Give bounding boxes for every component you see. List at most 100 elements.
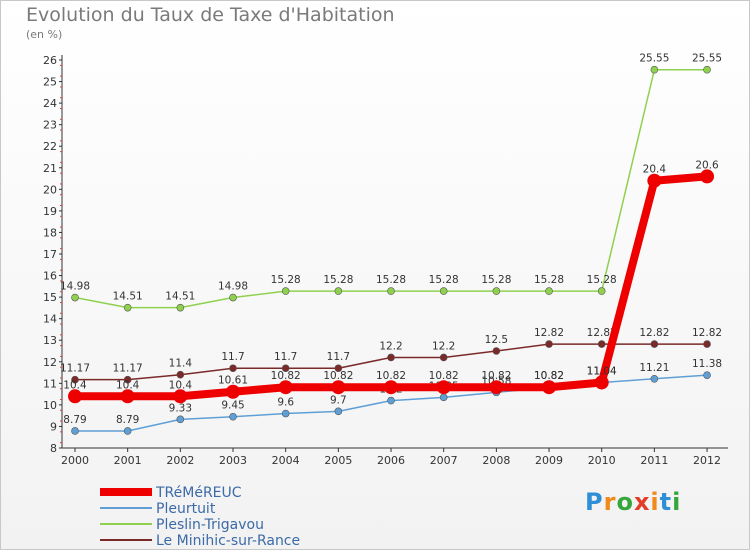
chart-subtitle: (en %) — [26, 28, 63, 41]
data-label: 15.28 — [271, 274, 301, 286]
data-point — [176, 415, 185, 424]
data-point — [331, 380, 346, 395]
x-tick-label: 2000 — [61, 454, 89, 467]
y-tick-label: 15 — [43, 291, 57, 304]
data-point — [68, 389, 82, 404]
x-tick-label: 2009 — [535, 454, 563, 467]
data-point — [229, 412, 237, 421]
data-label: 14.98 — [60, 281, 90, 293]
data-point — [123, 427, 132, 435]
data-label: 15.28 — [429, 274, 459, 286]
data-label: 10.82 — [323, 370, 353, 382]
data-point — [281, 364, 290, 373]
data-label: 12.82 — [534, 327, 564, 339]
data-point — [703, 65, 711, 74]
data-label: 11.7 — [221, 351, 244, 363]
data-point — [176, 303, 185, 312]
data-point — [334, 407, 343, 416]
y-tick-label: 12 — [43, 356, 57, 369]
data-point — [123, 303, 132, 312]
y-tick-label: 18 — [43, 226, 57, 239]
x-tick-label: 2003 — [219, 454, 247, 467]
data-point — [176, 370, 185, 379]
data-label: 9.45 — [221, 400, 244, 412]
data-label: 8.79 — [116, 414, 139, 426]
data-point — [492, 347, 501, 355]
x-tick-label: 2002 — [166, 454, 194, 467]
data-label: 10.82 — [376, 370, 406, 382]
data-label: 10.82 — [271, 370, 301, 382]
data-point — [387, 396, 395, 405]
y-tick-label: 10 — [43, 399, 57, 412]
brand-letter: o — [616, 488, 634, 516]
data-point — [229, 364, 237, 373]
y-tick-label: 24 — [43, 97, 57, 110]
data-label: 15.28 — [481, 274, 511, 286]
brand-letter: t — [659, 488, 673, 516]
data-label: 10.4 — [169, 379, 193, 391]
data-label: 20.6 — [695, 159, 719, 171]
data-label: 15.28 — [323, 274, 353, 286]
data-point — [120, 389, 135, 404]
x-tick-label: 2004 — [272, 454, 300, 467]
x-tick-label: 2007 — [430, 454, 458, 467]
data-label: 12.5 — [485, 334, 508, 346]
data-point — [281, 287, 290, 295]
data-label: 12.82 — [587, 327, 617, 339]
data-label: 14.51 — [113, 291, 143, 303]
data-label: 10.82 — [429, 370, 459, 382]
data-point — [650, 375, 659, 383]
data-point — [545, 287, 553, 295]
data-label: 12.82 — [692, 327, 722, 339]
data-point — [439, 393, 448, 402]
data-label: 12.2 — [379, 340, 402, 352]
data-point — [597, 287, 606, 295]
data-label: 12.82 — [639, 327, 669, 339]
data-point — [594, 375, 609, 390]
data-point — [700, 169, 715, 184]
data-point — [281, 409, 290, 418]
data-label: 14.98 — [218, 281, 248, 293]
data-label: 9.6 — [277, 397, 294, 409]
data-point — [71, 375, 79, 384]
data-label: 10.4 — [63, 379, 87, 391]
data-point — [492, 287, 501, 295]
data-point — [387, 353, 395, 362]
data-point — [123, 375, 132, 384]
data-point — [545, 340, 553, 348]
y-tick-label: 14 — [43, 313, 57, 326]
data-label: 20.4 — [643, 164, 667, 176]
legend-label: TRéMéREUC — [155, 485, 242, 501]
data-label: 11.04 — [587, 365, 617, 377]
data-point — [489, 380, 504, 395]
y-tick-label: 11 — [43, 377, 57, 390]
legend-label: Pleslin-Trigavou — [156, 517, 264, 533]
brand-logo: Proxiti — [585, 488, 681, 516]
data-label: 11.4 — [169, 358, 193, 370]
y-tick-label: 9 — [50, 420, 57, 433]
x-tick-label: 2011 — [640, 454, 668, 467]
data-label: 11.17 — [113, 363, 143, 375]
y-tick-label: 8 — [50, 442, 57, 455]
data-label: 10.61 — [218, 375, 248, 387]
data-label: 25.55 — [639, 53, 669, 65]
x-tick-label: 2006 — [377, 454, 405, 467]
data-point — [229, 293, 237, 302]
data-label: 11.21 — [639, 362, 669, 374]
data-label: 15.28 — [587, 274, 617, 286]
y-tick-label: 21 — [43, 162, 57, 175]
x-tick-label: 2010 — [588, 454, 616, 467]
y-tick-label: 20 — [43, 183, 57, 196]
data-label: 14.51 — [165, 291, 195, 303]
brand-letter: i — [650, 488, 660, 516]
data-point — [439, 353, 448, 362]
data-point — [597, 340, 606, 348]
data-point — [647, 173, 662, 188]
data-point — [703, 340, 711, 348]
data-point — [650, 340, 659, 348]
data-label: 10.4 — [116, 379, 140, 391]
data-point — [384, 380, 399, 395]
data-point — [334, 364, 343, 373]
